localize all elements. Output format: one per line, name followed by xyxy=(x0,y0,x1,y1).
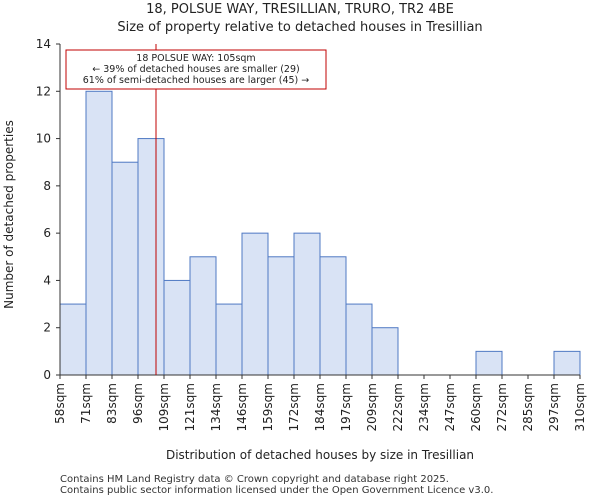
x-tick-label: 285sqm xyxy=(521,383,535,431)
bar-146sqm xyxy=(241,232,269,376)
annotation-group: 18 POLSUE WAY: 105sqm← 39% of detached h… xyxy=(65,44,327,375)
x-tick-label: 96sqm xyxy=(131,383,145,424)
annotation-line-1: 18 POLSUE WAY: 105sqm xyxy=(136,53,255,64)
x-tick-label: 146sqm xyxy=(235,383,249,431)
bar-71sqm xyxy=(85,90,113,376)
x-tick-label: 172sqm xyxy=(287,383,301,431)
y-tick-label: 8 xyxy=(43,179,51,193)
chart-subtitle: Size of property relative to detached ho… xyxy=(117,20,483,35)
x-tick-label: 260sqm xyxy=(469,383,483,431)
axes-group: 0 2 4 6 8 10 12 14 58sqm 71sqm 83sqm 96sqm 109sqm 121… xyxy=(2,37,587,462)
y-axis-title: Number of detached properties xyxy=(2,120,16,309)
footer-line-2: Contains public sector information licen… xyxy=(60,485,494,496)
chart-title: 18, POLSUE WAY, TRESILLIAN, TRURO, TR2 4… xyxy=(146,2,454,17)
bar-109sqm xyxy=(163,279,191,376)
y-tick-label: 14 xyxy=(36,37,51,51)
y-tick-label: 12 xyxy=(36,84,51,98)
x-tick-label: 159sqm xyxy=(261,383,275,431)
bar-197sqm xyxy=(345,303,373,376)
y-tick-label: 0 xyxy=(43,368,51,382)
x-tick-label: 71sqm xyxy=(79,383,93,424)
annotation-line-3: 61% of semi-detached houses are larger (… xyxy=(83,75,310,86)
bar-83sqm xyxy=(111,161,139,376)
x-tick-label: 83sqm xyxy=(105,383,119,424)
bar-96sqm xyxy=(137,138,165,376)
bar-134sqm xyxy=(215,303,243,376)
x-tick-label: 109sqm xyxy=(157,383,171,431)
x-tick-label: 272sqm xyxy=(495,383,509,431)
y-tick-label: 4 xyxy=(43,273,51,287)
x-tick-label: 121sqm xyxy=(183,383,197,431)
footer-line-1: Contains HM Land Registry data © Crown c… xyxy=(60,474,449,485)
y-tick-label: 2 xyxy=(43,321,51,335)
bar-184sqm xyxy=(319,256,347,376)
annotation-line-2: ← 39% of detached houses are smaller (29… xyxy=(92,64,299,75)
x-tick-label: 247sqm xyxy=(443,383,457,431)
y-tick-label: 10 xyxy=(36,132,51,146)
x-tick-label: 310sqm xyxy=(573,383,587,431)
x-tick-label: 134sqm xyxy=(209,383,223,431)
bar-121sqm xyxy=(189,256,217,376)
bar-260sqm xyxy=(475,350,503,376)
bars-group xyxy=(59,90,581,376)
y-tick-label: 6 xyxy=(43,226,51,240)
x-tick-label: 234sqm xyxy=(417,383,431,431)
annotation-box xyxy=(65,49,327,90)
bar-172sqm xyxy=(293,232,321,376)
bar-159sqm xyxy=(267,256,295,376)
x-tick-label: 184sqm xyxy=(313,383,327,431)
bar-209sqm xyxy=(371,327,399,376)
x-tick-label: 297sqm xyxy=(547,383,561,431)
x-axis-title: Distribution of detached houses by size … xyxy=(166,448,474,462)
x-tick-label: 197sqm xyxy=(339,383,353,431)
x-tick-label: 58sqm xyxy=(53,383,67,424)
x-tick-label: 209sqm xyxy=(365,383,379,431)
x-tick-label: 222sqm xyxy=(391,383,405,431)
bar-58sqm xyxy=(59,303,87,376)
bar-297sqm xyxy=(553,350,581,376)
